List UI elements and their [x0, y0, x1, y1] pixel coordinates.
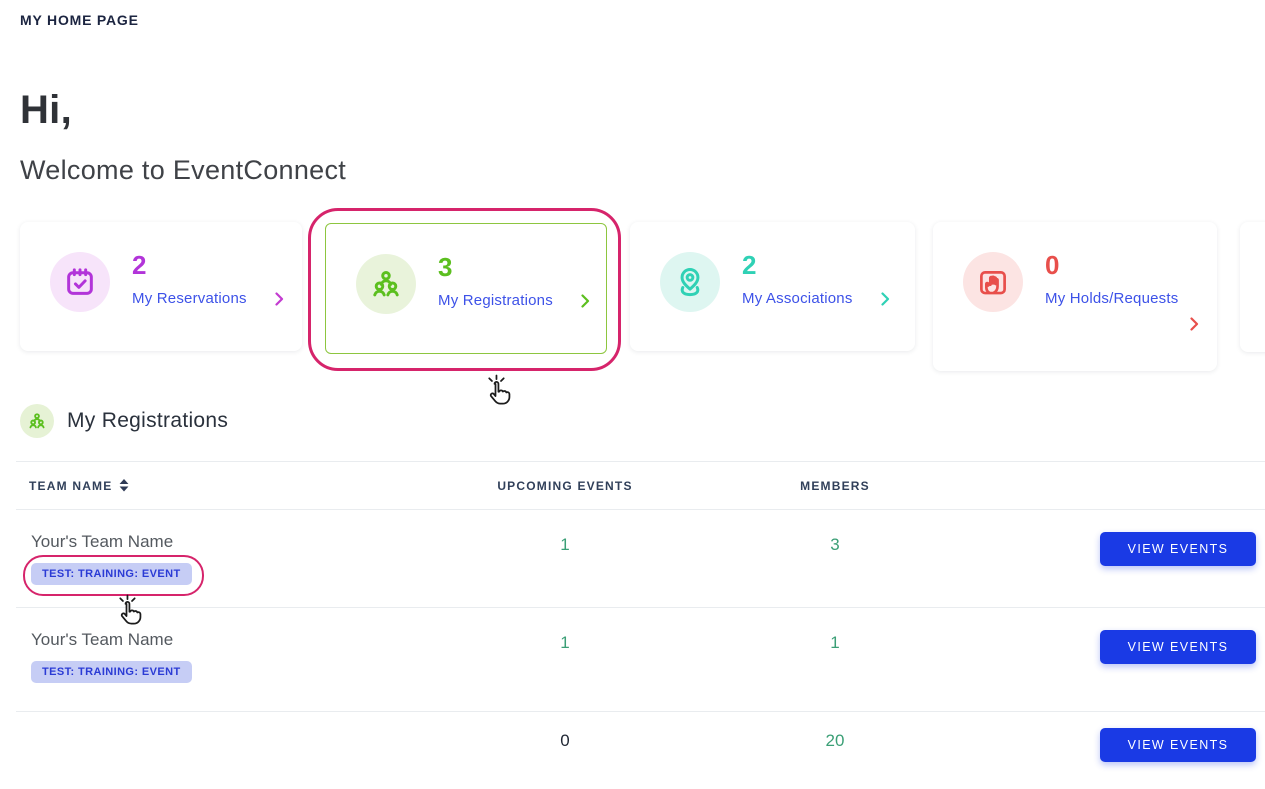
- team-name: Your's Team Name: [31, 532, 174, 551]
- event-badge[interactable]: TEST: TRAINING: EVENT: [31, 563, 192, 585]
- column-header-upcoming-events: UPCOMING EVENTS: [497, 478, 633, 493]
- reservations-label: My Reservations: [132, 290, 247, 307]
- table-row: Your's Team Name TEST: TRAINING: EVENT 1…: [16, 510, 1265, 608]
- associations-label: My Associations: [742, 290, 853, 307]
- chevron-right-icon: [581, 293, 590, 308]
- greeting-subheading: Welcome to EventConnect: [20, 155, 347, 185]
- chevron-right-icon: [1190, 317, 1199, 331]
- upcoming-events-value: 1: [560, 535, 570, 554]
- members-value: 3: [830, 535, 840, 554]
- stat-card-my-registrations[interactable]: 3 My Registrations: [325, 223, 607, 354]
- members-value: 20: [825, 731, 845, 750]
- stat-card-my-holds-requests[interactable]: 0 My Holds/Requests: [933, 222, 1217, 371]
- location-pin-icon: [660, 252, 720, 312]
- annotation-ring-registrations-card: 3 My Registrations: [308, 208, 621, 371]
- team-name: Your's Team Name: [31, 630, 174, 649]
- registrations-label: My Registrations: [438, 292, 553, 309]
- event-badge[interactable]: TEST: TRAINING: EVENT: [31, 661, 192, 683]
- column-header-members: MEMBERS: [800, 478, 870, 493]
- hand-stop-icon: [963, 252, 1023, 312]
- click-cursor-icon: [482, 374, 513, 414]
- registrations-count: 3: [438, 252, 453, 282]
- members-value: 1: [830, 633, 840, 652]
- sort-icon: [119, 479, 129, 492]
- reservations-count: 2: [132, 250, 147, 280]
- upcoming-events-value: 1: [560, 633, 570, 652]
- stat-card-my-associations[interactable]: 2 My Associations: [630, 222, 915, 351]
- registrations-table: TEAM NAME UPCOMING EVENTS MEMBERS Your's…: [16, 461, 1265, 789]
- my-registrations-section-header: My Registrations: [20, 404, 228, 438]
- view-events-button[interactable]: VIEW EVENTS: [1100, 728, 1256, 762]
- view-events-button[interactable]: VIEW EVENTS: [1100, 630, 1256, 664]
- holds-count: 0: [1045, 250, 1060, 280]
- team-icon: [356, 254, 416, 314]
- holds-label: My Holds/Requests: [1045, 290, 1179, 307]
- calendar-check-icon: [50, 252, 110, 312]
- team-icon: [20, 404, 54, 438]
- stat-card-my-reservations[interactable]: 2 My Reservations: [20, 222, 302, 351]
- greeting-heading: Hi,: [20, 88, 73, 132]
- table-row: 0 20 VIEW EVENTS: [16, 712, 1265, 789]
- table-row: Your's Team Name TEST: TRAINING: EVENT 1…: [16, 608, 1265, 712]
- associations-count: 2: [742, 250, 757, 280]
- upcoming-events-value: 0: [560, 731, 570, 750]
- chevron-right-icon: [275, 291, 284, 306]
- section-title: My Registrations: [67, 409, 229, 432]
- team-name-header-label: TEAM NAME: [29, 478, 113, 493]
- column-header-team-name[interactable]: TEAM NAME: [16, 479, 480, 493]
- chevron-right-icon: [880, 291, 890, 306]
- breadcrumb-page-title: MY HOME PAGE: [20, 12, 139, 28]
- view-events-button[interactable]: VIEW EVENTS: [1100, 532, 1256, 566]
- table-header-row: TEAM NAME UPCOMING EVENTS MEMBERS: [16, 461, 1265, 510]
- stat-card-partial[interactable]: [1240, 222, 1265, 352]
